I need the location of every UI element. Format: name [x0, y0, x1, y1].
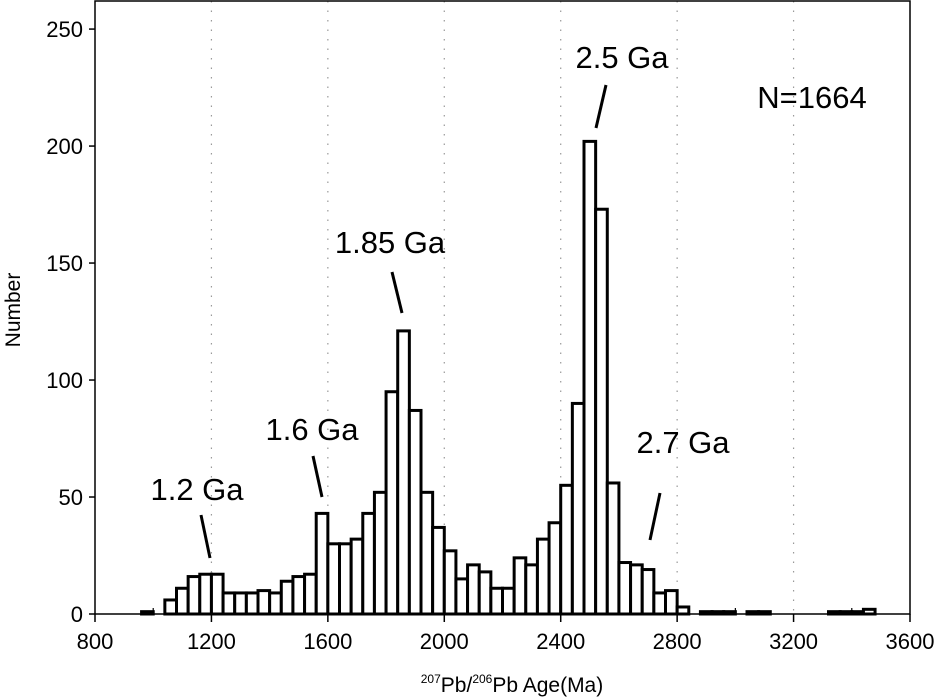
- x-tick-label: 1200: [187, 629, 236, 654]
- histogram-bar: [640, 568, 656, 616]
- annotation-1.2ga: 1.2 Ga: [150, 472, 244, 507]
- annotation-line-2.7ga: [648, 492, 662, 541]
- x-tick-label: 2000: [420, 629, 469, 654]
- x-tick-label: 2800: [653, 629, 702, 654]
- y-tick-label: 250: [46, 17, 83, 42]
- histogram-bar: [605, 481, 621, 616]
- x-tick-label: 1600: [303, 629, 352, 654]
- histogram-bar: [629, 563, 644, 616]
- histogram-bar: [489, 586, 505, 616]
- x-label-base2: Pb Age(Ma): [492, 674, 603, 697]
- sample-count: N=1664: [757, 80, 866, 115]
- histogram-bar: [221, 591, 237, 616]
- annotation-line-1.2ga: [199, 514, 212, 559]
- y-tick-label: 0: [71, 602, 83, 627]
- y-tick-label: 150: [46, 251, 83, 276]
- histogram-bar: [466, 563, 481, 616]
- x-tick-label: 800: [77, 629, 114, 654]
- annotation-1.85ga: 1.85 Ga: [335, 225, 446, 260]
- histogram-bar: [291, 575, 307, 616]
- histogram-bar: [175, 586, 190, 616]
- histogram-bar: [396, 329, 411, 616]
- histogram-bar: [338, 542, 353, 616]
- x-axis-label: 207Pb/206Pb Age(Ma): [421, 672, 603, 697]
- histogram-bar: [361, 511, 376, 616]
- histogram-bar: [477, 570, 493, 616]
- histogram-bar: [372, 490, 388, 616]
- histogram-bar: [419, 490, 435, 616]
- histogram-bar: [303, 572, 318, 616]
- x-tick-label: 2400: [536, 629, 585, 654]
- histogram-bar: [524, 563, 539, 616]
- histogram-bar: [652, 591, 667, 616]
- histogram-bar: [268, 591, 283, 616]
- annotation-1.6ga: 1.6 Ga: [265, 412, 359, 447]
- gridlines: [210, 1, 795, 614]
- histogram-bar: [163, 598, 179, 616]
- histogram-bar: [186, 575, 202, 616]
- histogram-bar: [559, 483, 574, 616]
- bars: [140, 139, 877, 616]
- histogram-bar: [431, 525, 446, 616]
- annotation-2.7ga: 2.7 Ga: [636, 425, 730, 460]
- histogram-bar: [617, 561, 633, 616]
- histogram-bar: [314, 511, 330, 616]
- annotation-line-2.5ga: [594, 84, 608, 129]
- y-tick-label: 50: [59, 485, 83, 510]
- histogram-bar: [582, 139, 598, 616]
- x-label-sup2: 206: [472, 672, 492, 686]
- x-tick-label: 3200: [769, 629, 818, 654]
- histogram-bar: [407, 408, 423, 616]
- annotation-line-1.6ga: [311, 455, 324, 498]
- histogram-bar: [664, 589, 679, 616]
- annotation-line-1.85ga: [390, 271, 404, 314]
- histogram-bar: [326, 542, 342, 616]
- x-tick-label: 3600: [886, 629, 935, 654]
- histogram-bar: [535, 537, 551, 616]
- histogram-bar: [675, 605, 691, 616]
- histogram-bar: [594, 207, 609, 616]
- histogram-bar: [512, 556, 528, 616]
- histogram-bar: [233, 591, 248, 616]
- histogram-bar: [570, 401, 586, 616]
- histogram-bar: [349, 537, 365, 616]
- annotation-2.5ga: 2.5 Ga: [575, 40, 669, 75]
- histogram-bar: [454, 577, 470, 616]
- histogram-bar: [256, 589, 272, 616]
- x-label-base1: Pb/: [441, 674, 473, 697]
- histogram-bar: [198, 572, 213, 616]
- y-tick-label: 100: [46, 368, 83, 393]
- histogram-bar: [442, 549, 458, 616]
- histogram-bar: [279, 579, 295, 616]
- histogram-bar: [547, 521, 563, 616]
- histogram-bar: [501, 586, 516, 616]
- y-tick-label: 200: [46, 134, 83, 159]
- axes: 800 1200 1600 2000 2400 2800 3200 3600 0 50 100 150…: [46, 17, 934, 654]
- x-label-sup1: 207: [421, 672, 441, 686]
- histogram-bar: [209, 572, 225, 616]
- histogram-bar: [384, 390, 400, 616]
- y-axis-label: Number: [2, 273, 25, 348]
- histogram-bar: [244, 591, 260, 616]
